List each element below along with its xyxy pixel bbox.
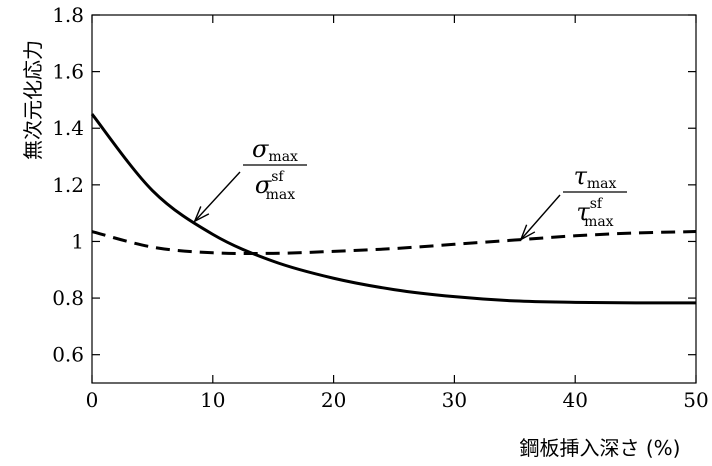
y-tick-label: 0.6 — [52, 343, 84, 367]
y-tick-label: 0.8 — [52, 286, 84, 310]
y-tick-label: 1.8 — [52, 3, 84, 27]
plot-frame — [91, 14, 697, 384]
x-tick-label: 0 — [86, 388, 99, 412]
x-tick-label: 20 — [321, 388, 346, 412]
annotation-denominator: τsf max — [576, 196, 613, 230]
series-annotation: σmax σsf max — [193, 135, 307, 223]
annotation-denominator: σsf max — [255, 169, 295, 203]
annotation-arrowhead — [519, 224, 536, 242]
y-tick-label: 1 — [71, 229, 84, 253]
annotation-arrow — [194, 171, 241, 222]
annotation-numerator: τmax — [574, 162, 617, 192]
sigma-ratio-line — [90, 113, 697, 305]
series-annotation: τmax τsf max — [519, 162, 627, 242]
y-tick-label: 1.6 — [52, 60, 84, 84]
annotation-arrow — [520, 194, 561, 241]
y-tick-label: 1.4 — [52, 116, 84, 140]
annotation-numerator: σmax — [252, 135, 298, 165]
x-tick-label: 40 — [562, 388, 587, 412]
tau-ratio-line — [91, 230, 697, 256]
y-tick-label: 1.2 — [52, 173, 84, 197]
y-axis-title: 無次元化応力 — [21, 40, 45, 160]
x-tick-label: 10 — [200, 388, 225, 412]
x-tick-label: 50 — [683, 388, 708, 412]
x-tick-label: 30 — [442, 388, 467, 412]
x-axis-title: 鋼板挿入深さ (%) — [520, 436, 681, 460]
annotation-arrowhead — [193, 206, 210, 223]
